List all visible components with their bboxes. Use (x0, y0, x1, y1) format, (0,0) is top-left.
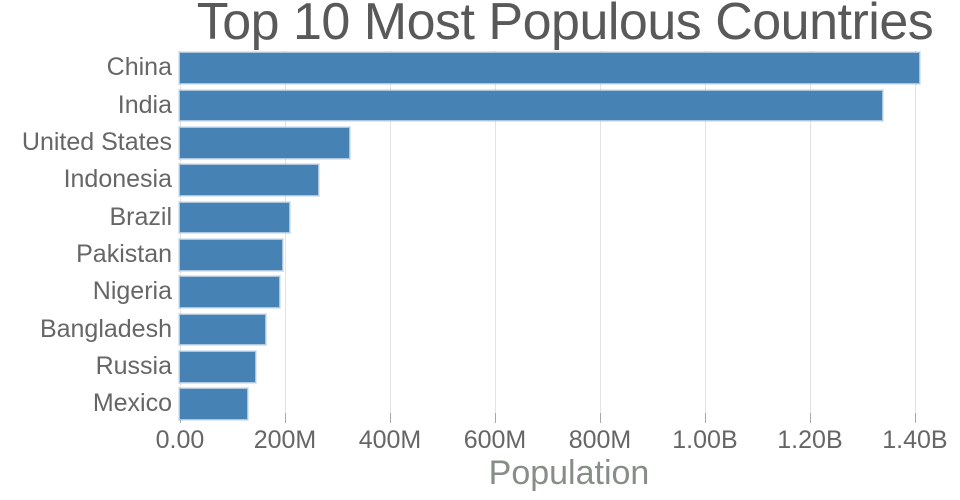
y-axis-label-pakistan: Pakistan (76, 240, 172, 269)
gridline (389, 51, 391, 423)
gridline (704, 51, 706, 423)
y-axis-label-india: India (117, 90, 172, 119)
bar-nigeria (179, 276, 281, 308)
axis-tick-mark (494, 413, 496, 423)
x-tick-label: 0.00 (155, 426, 205, 454)
y-axis-label-indonesia: Indonesia (63, 165, 172, 194)
y-axis-label-brazil: Brazil (109, 202, 172, 231)
gridline (914, 51, 916, 423)
bar-united-states (179, 127, 351, 159)
y-axis-label-china: China (106, 53, 172, 82)
x-tick-label: 200M (253, 426, 317, 454)
gridline (284, 51, 286, 423)
x-axis-title: Population (488, 454, 650, 492)
x-tick-label: 1.00B (672, 426, 738, 454)
y-axis-label-russia: Russia (95, 352, 172, 381)
axis-tick-mark (599, 413, 601, 423)
x-tick-label: 800M (568, 426, 632, 454)
x-tick-label: 400M (358, 426, 422, 454)
axis-tick-mark (809, 413, 811, 423)
y-axis-label-mexico: Mexico (92, 389, 172, 418)
bar-brazil (179, 201, 290, 234)
gridline (599, 51, 601, 423)
bar-china (179, 52, 920, 84)
y-axis-label-bangladesh: Bangladesh (39, 314, 172, 343)
bar-bangladesh (179, 313, 267, 346)
axis-tick-mark (284, 413, 286, 423)
bar-pakistan (179, 239, 284, 271)
x-tick-label: 600M (463, 426, 527, 454)
bar-india (179, 89, 884, 122)
y-axis-label-united-states: United States (21, 128, 172, 156)
bar-indonesia (179, 164, 319, 196)
y-axis-label-nigeria: Nigeria (92, 277, 172, 306)
gridline (494, 51, 496, 423)
axis-tick-mark (914, 413, 916, 423)
bar-mexico (179, 388, 248, 420)
chart-title: Top 10 Most Populous Countries (196, 0, 934, 51)
gridline (809, 51, 811, 423)
x-tick-label: 1.20B (777, 426, 843, 454)
gridline (180, 51, 181, 423)
axis-tick-mark (389, 413, 391, 423)
bar-russia (179, 351, 256, 383)
x-tick-label: 1.40B (882, 426, 948, 454)
axis-tick-mark (704, 413, 706, 423)
